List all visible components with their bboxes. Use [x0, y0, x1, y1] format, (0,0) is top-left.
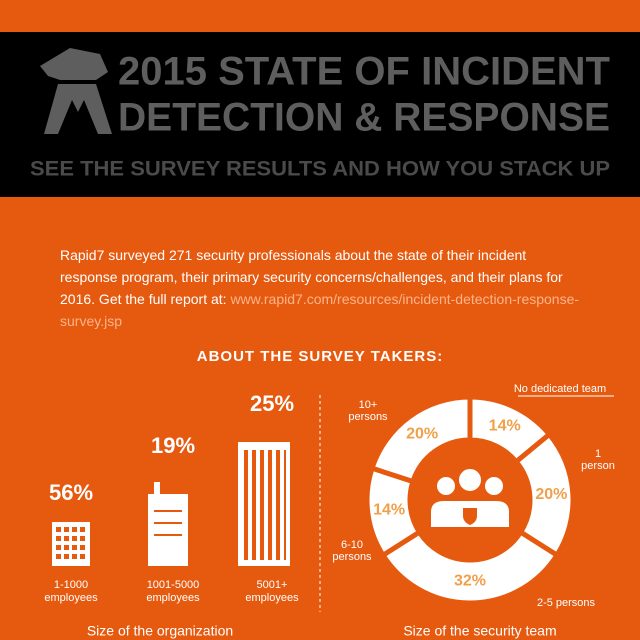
percent-label: 19% [151, 433, 195, 458]
category-label: 5001+ [257, 579, 288, 591]
category-label: employees [245, 592, 299, 604]
category-label: 1-1000 [54, 579, 88, 591]
caption: Size of the organization [87, 623, 233, 639]
segment-name: persons [332, 551, 372, 563]
percent-label: 25% [250, 391, 294, 416]
segment-name: person [581, 460, 615, 472]
category-label: employees [44, 592, 98, 604]
segment-label: 14% [373, 501, 405, 518]
donut-segment [368, 394, 473, 485]
percent-label: 56% [49, 480, 93, 505]
segment-name: No dedicated team [514, 383, 606, 395]
segment-label: 20% [406, 425, 438, 442]
building-windows [56, 450, 286, 560]
category-label: employees [146, 592, 200, 604]
badge [463, 508, 477, 525]
donut-segment [379, 528, 561, 606]
caption: Size of the security team [403, 623, 556, 639]
subtitle: SEE THE SURVEY RESULTS AND HOW YOU STACK… [30, 158, 610, 181]
category-label: 1001-5000 [147, 579, 200, 591]
segment-name: persons [348, 411, 388, 423]
title-line: DETECTION & RESPONSE [118, 96, 610, 140]
segment-label: 32% [454, 573, 486, 590]
segment-name: 1 [595, 448, 601, 460]
segment-name: 2-5 persons [537, 597, 596, 609]
person-head [483, 475, 505, 497]
people-icon [429, 467, 511, 529]
organization: 56%1-1000employees19%1001-5000employees2… [44, 391, 299, 639]
title-line: 2015 STATE OF INCIDENT [118, 50, 610, 94]
section-title: ABOUT THE SURVEY TAKERS: [197, 348, 444, 365]
header-band [0, 32, 640, 197]
segment-name: 6-10 [341, 539, 363, 551]
intro: Rapid7 surveyed 271 security professiona… [60, 244, 585, 332]
segment-label: 20% [535, 486, 567, 503]
logo [40, 48, 112, 134]
intro-text: Rapid7 surveyed 271 security professiona… [60, 247, 563, 307]
person-head [435, 475, 457, 497]
segment-name: 10+ [359, 399, 378, 411]
report-link[interactable]: www.rapid7.com/resources/incident-detect… [60, 291, 580, 329]
segment-label: 14% [489, 417, 521, 434]
person-head [457, 467, 483, 493]
